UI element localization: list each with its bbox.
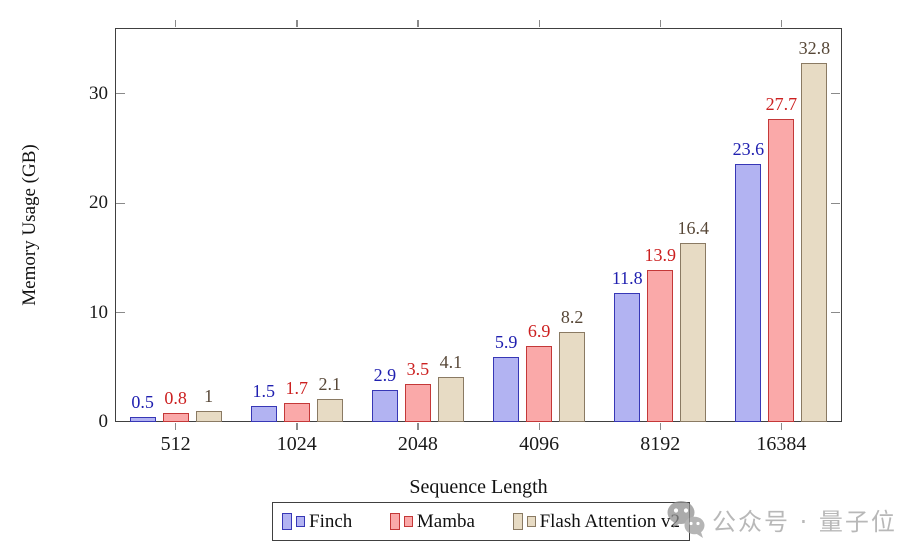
legend: Finch Mamba Flash Attention v2 bbox=[272, 502, 690, 541]
y-axis-title: Memory Usage (GB) bbox=[19, 144, 40, 306]
y-axis-tick bbox=[831, 93, 840, 95]
y-axis-tick bbox=[831, 312, 840, 314]
legend-bar-swatch-icon bbox=[403, 516, 413, 527]
bar bbox=[404, 383, 431, 422]
bar-value-label: 4.1 bbox=[439, 352, 463, 373]
bar-value-label: 3.5 bbox=[406, 358, 430, 379]
bar bbox=[526, 346, 553, 422]
y-axis-tick bbox=[116, 202, 125, 204]
x-axis-tick bbox=[175, 423, 177, 430]
bar bbox=[559, 332, 586, 422]
watermark-text: 公众号 · 量子位 bbox=[712, 507, 897, 536]
legend-bar-swatch-icon bbox=[389, 513, 400, 530]
bar-value-label: 5.9 bbox=[494, 332, 518, 353]
legend-bar-swatch-icon bbox=[512, 513, 523, 530]
legend-label: Mamba bbox=[416, 510, 475, 532]
watermark: 公众号 · 量子位 bbox=[666, 499, 897, 539]
x-axis-tick bbox=[175, 20, 177, 27]
x-axis-title: Sequence Length bbox=[409, 476, 548, 498]
legend-bar-swatch-icon bbox=[282, 513, 292, 530]
bar-value-label: 1 bbox=[204, 386, 214, 407]
y-axis-tick bbox=[831, 202, 840, 204]
bar-value-label: 11.8 bbox=[611, 267, 643, 288]
x-axis-tick bbox=[417, 20, 419, 27]
y-axis-tick bbox=[116, 93, 125, 95]
bar-value-label: 16.4 bbox=[677, 217, 710, 238]
x-tick-label: 16384 bbox=[756, 433, 807, 455]
x-tick-label: 8192 bbox=[640, 433, 681, 455]
y-tick-label: 10 bbox=[89, 301, 108, 323]
bar bbox=[493, 357, 520, 422]
bar bbox=[316, 399, 343, 422]
bar bbox=[801, 63, 828, 422]
x-axis-tick bbox=[417, 423, 419, 430]
x-axis-tick bbox=[296, 423, 298, 430]
wechat-icon bbox=[667, 501, 705, 538]
x-tick-label: 4096 bbox=[519, 433, 560, 455]
bar bbox=[129, 416, 156, 422]
bar-value-label: 6.9 bbox=[527, 321, 551, 342]
x-axis-tick bbox=[538, 20, 540, 27]
legend-label: Flash Attention v2 bbox=[539, 510, 680, 532]
bar-value-label: 1.5 bbox=[252, 380, 276, 401]
bar bbox=[768, 118, 795, 422]
x-tick-label: 1024 bbox=[276, 433, 317, 455]
bar-value-label: 2.1 bbox=[318, 374, 342, 395]
x-axis-tick bbox=[659, 20, 662, 27]
legend-label: Finch bbox=[309, 510, 353, 532]
bar bbox=[162, 413, 189, 422]
x-axis-tick bbox=[659, 423, 662, 430]
legend-bar-swatch-icon bbox=[296, 516, 305, 527]
bar bbox=[283, 403, 310, 422]
legend-entry: Flash Attention v2 bbox=[512, 510, 680, 533]
y-axis-tick bbox=[116, 312, 125, 314]
legend-bar-swatch-icon bbox=[526, 516, 536, 527]
x-axis-tick bbox=[780, 423, 783, 430]
plot-frame bbox=[115, 28, 842, 422]
y-tick-label: 20 bbox=[89, 192, 108, 214]
x-tick-label: 2048 bbox=[397, 433, 438, 455]
x-tick-label: 512 bbox=[160, 433, 191, 455]
bar bbox=[195, 411, 222, 422]
bar bbox=[647, 269, 674, 422]
x-axis-tick bbox=[538, 423, 540, 430]
bar bbox=[437, 377, 464, 422]
bar-value-label: 27.7 bbox=[765, 93, 798, 114]
legend-entry: Mamba bbox=[389, 510, 475, 533]
bar-value-label: 2.9 bbox=[373, 365, 397, 386]
bar bbox=[371, 390, 398, 422]
bar bbox=[680, 242, 707, 422]
y-tick-label: 0 bbox=[98, 411, 109, 432]
bar-value-label: 13.9 bbox=[644, 244, 677, 265]
x-axis-tick bbox=[296, 20, 298, 27]
x-axis-tick bbox=[780, 20, 783, 27]
bar-value-label: 1.7 bbox=[285, 378, 309, 399]
bar-value-label: 8.2 bbox=[560, 307, 584, 328]
bar-value-label: 0.8 bbox=[164, 388, 187, 409]
legend-entry: Finch bbox=[282, 511, 352, 533]
bar-value-label: 32.8 bbox=[798, 38, 831, 59]
bar bbox=[614, 292, 641, 422]
y-tick-label: 30 bbox=[89, 82, 108, 104]
bar bbox=[250, 405, 277, 422]
bar-value-label: 23.6 bbox=[732, 138, 765, 159]
bar bbox=[735, 163, 762, 422]
bar-value-label: 0.5 bbox=[131, 391, 154, 412]
